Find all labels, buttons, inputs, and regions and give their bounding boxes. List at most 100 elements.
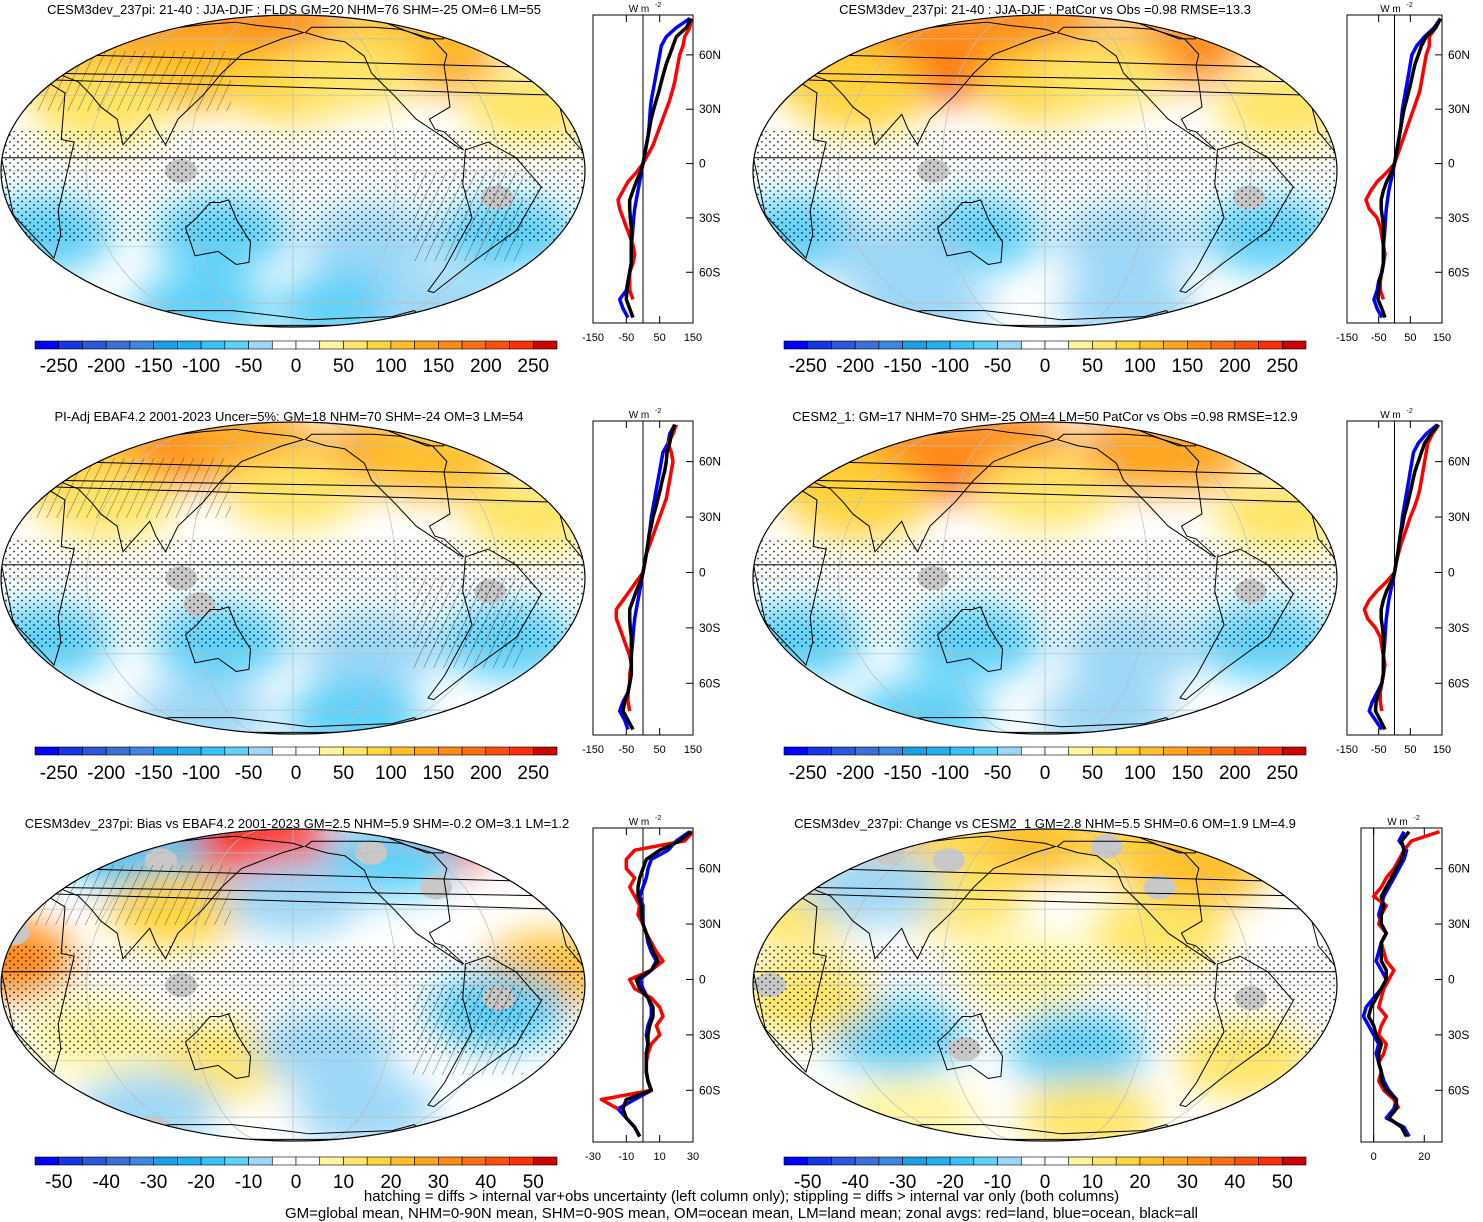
colorbar-swatch [129,1156,154,1166]
colorbar-swatch [1281,746,1307,756]
colorbar-label: -250 [789,763,827,784]
colorbar-swatch [997,1156,1022,1166]
colorbar-swatch [926,340,951,350]
colorbar-swatch [82,340,107,350]
lat-tick-label: 30S [699,211,720,225]
colorbar: -50 -40 -30 -20 -10 0 10 20 30 40 50 [34,1156,558,1193]
map-border [0,421,586,735]
colorbar-swatch [926,746,951,756]
colorbar-swatch [224,1156,249,1166]
x-tick-label: 150 [684,332,702,344]
colorbar-swatch [1092,340,1117,350]
units-label: W m [1380,410,1401,421]
panel-title: CESM3dev_237pi: Change vs CESM2_1 GM=2.8… [794,816,1296,831]
field-blob [280,35,421,112]
coastline-n-america [1056,433,1217,558]
coastline-australia [184,606,252,672]
colorbar-label: 0 [1040,356,1051,377]
colorbar-label: 100 [375,356,407,377]
colorbar-swatch [878,746,903,756]
graticule-lon [189,423,259,733]
graticule-lon [838,423,977,733]
lat-tick-label: 60S [1448,676,1469,690]
colorbar-swatch [438,1156,463,1166]
colorbar-swatch [485,340,510,350]
coastline-s-america [427,955,542,1108]
colorbar-swatch [366,1156,392,1166]
colorbar-label: -150 [135,763,173,784]
zonal-panel: 60N 30N 0 30S 60S -150 -50 50 150 W m -2 [582,408,721,756]
colorbar-swatch [153,340,178,350]
colorbar-label: -50 [235,356,262,377]
colorbar-swatch [1163,340,1188,350]
panel-2: CESM3dev_237pi: 21-40 : JJA-DJF : PatCor… [752,2,1470,377]
zonal-ocean-line [1372,17,1442,319]
units-exponent: -2 [655,408,661,415]
panel-title: PI-Adj EBAF4.2 2001-2023 Uncer=5%: GM=18… [55,409,524,424]
zonal-all-line [1373,423,1440,731]
colorbar-label: 250 [517,356,549,377]
colorbar-swatch [902,340,927,350]
map [753,422,1337,734]
colorbar-label: -250 [40,763,78,784]
colorbar-swatch [366,746,392,756]
colorbar-swatch [1187,1156,1212,1166]
colorbar-swatch [509,746,534,756]
colorbar-swatch [105,1156,131,1166]
colorbar-label: 100 [375,763,407,784]
colorbar-label: 40 [475,1172,496,1193]
coastline-australia [184,1013,252,1079]
colorbar-swatch [105,340,131,350]
lat-tick-label: 60N [1448,48,1470,62]
colorbar-swatch [438,746,463,756]
colorbar: -250 -200 -150 -100 -50 0 50 100 150 200 250 [783,340,1307,377]
coastline-n-america [1056,840,1217,965]
colorbar-swatch [153,1156,178,1166]
colorbar-label: -50 [45,1172,72,1193]
zonal-all-line [621,830,693,1138]
colorbar-swatch [177,340,202,350]
colorbar-label: 40 [1224,1172,1245,1193]
lat-tick-label: 60N [699,455,721,469]
colorbar-swatch [902,746,927,756]
colorbar-swatch [485,1156,510,1166]
colorbar-swatch [1044,746,1070,756]
coastline-australia [936,1013,1004,1079]
colorbar-label: 50 [1082,356,1103,377]
colorbar-swatch [343,746,368,756]
colorbar-swatch [783,340,809,350]
colorbar-swatch [973,746,998,756]
coastline-s-america [1179,141,1294,294]
colorbar-swatch [854,1156,880,1166]
graticule-lon [941,830,1011,1140]
hatching [31,865,231,925]
colorbar-label: 0 [291,1172,302,1193]
colorbar-label: 0 [1040,763,1051,784]
coastline-n-america [1056,26,1217,151]
colorbar-swatch [807,746,832,756]
field-blob [965,829,1106,880]
colorbar-swatch [509,340,534,350]
colorbar-swatch [1115,340,1141,350]
colorbar-label: 0 [291,356,302,377]
field-blob [274,271,415,327]
hatching [413,171,523,261]
colorbar-swatch [248,746,273,756]
colorbar-swatch [390,1156,415,1166]
x-tick-label: -50 [618,744,634,756]
lat-tick-label: 0 [699,972,706,986]
colorbar-label: 20 [1129,1172,1150,1193]
colorbar-swatch [390,340,415,350]
colorbar-label: 200 [470,356,502,377]
colorbar-swatch [58,1156,83,1166]
x-tick-label: 50 [654,744,666,756]
panel-4: CESM2_1: GM=17 NHM=70 SHM=-25 OM=4 LM=50… [752,408,1470,784]
colorbar-swatch [414,340,439,350]
map-border [0,828,586,1142]
panel-title: CESM3dev_237pi: Bias vs EBAF4.2 2001-202… [25,816,569,831]
map [753,829,1337,1141]
colorbar-swatch [532,340,558,350]
panel-title: CESM3dev_237pi: 21-40 : JJA-DJF : PatCor… [839,2,1251,17]
colorbar-swatch [807,1156,832,1166]
missing-region [136,1116,169,1141]
